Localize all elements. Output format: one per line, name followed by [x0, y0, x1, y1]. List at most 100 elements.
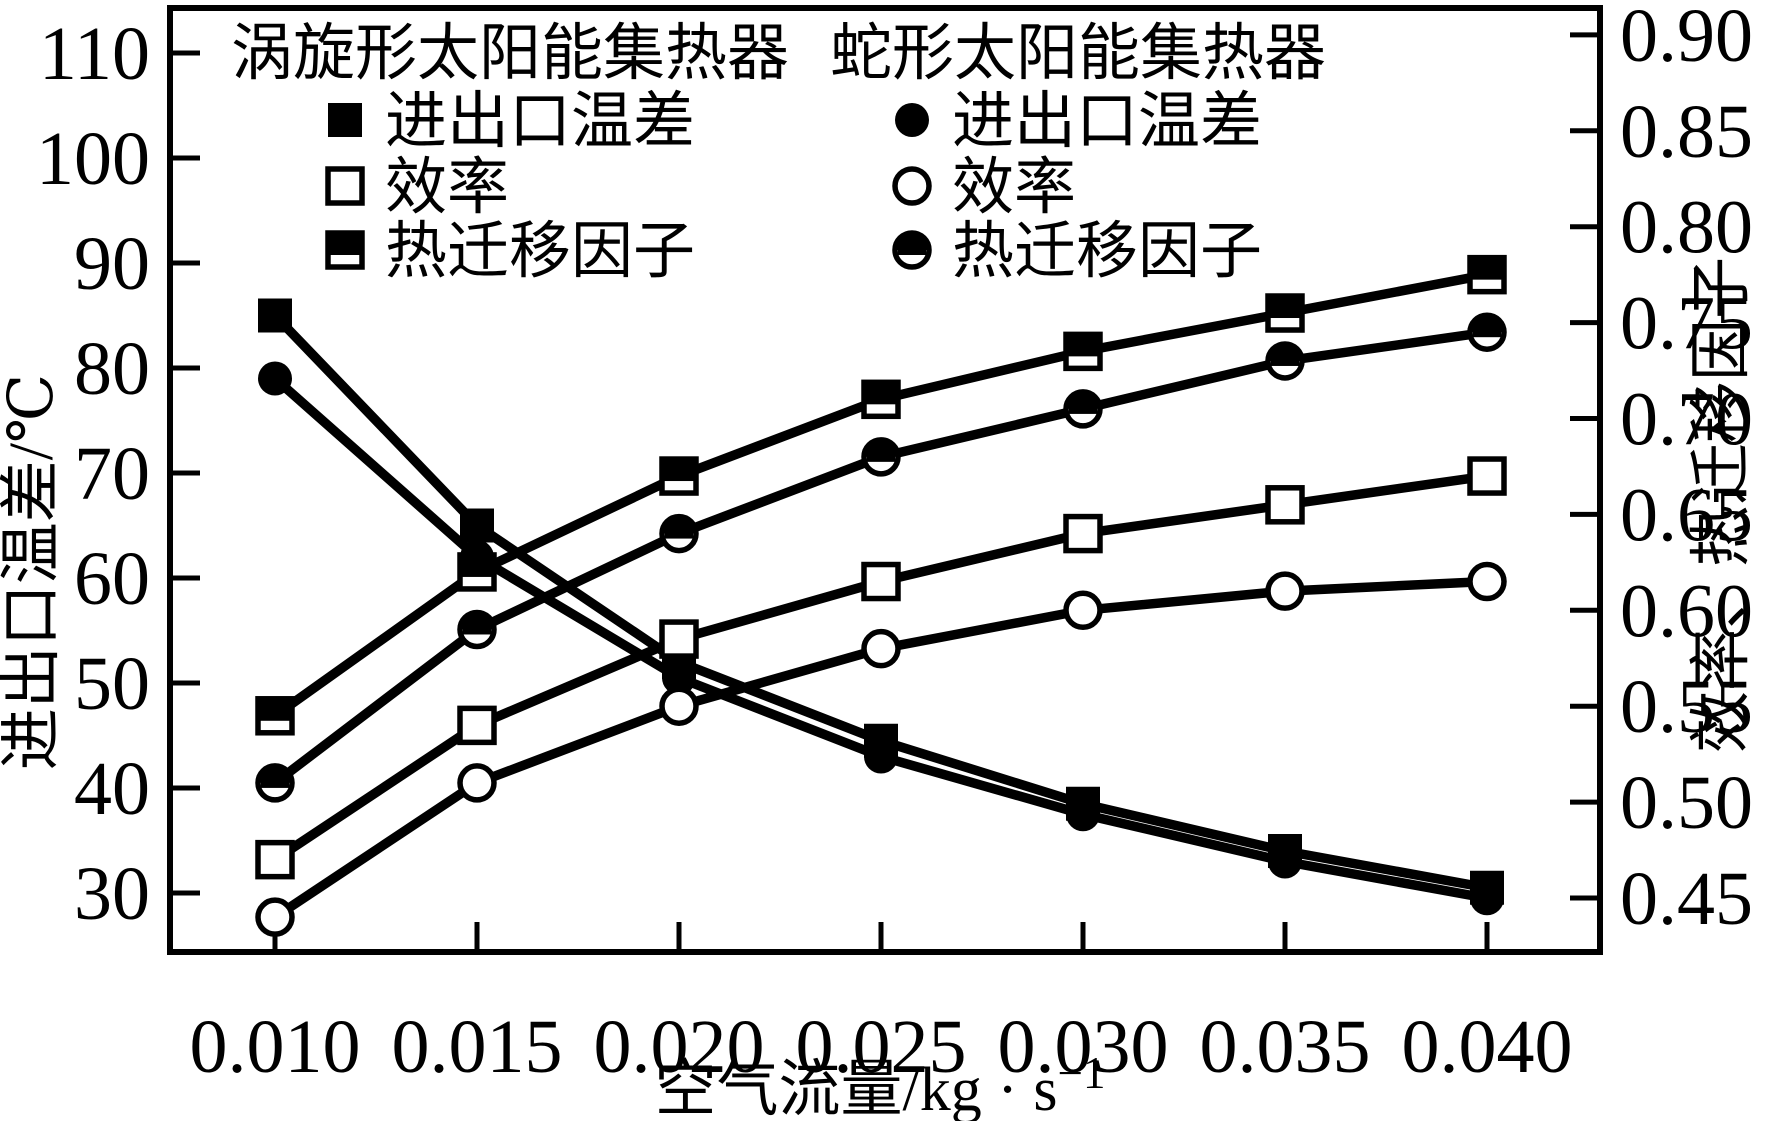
circle-filled-marker-icon: [864, 739, 898, 774]
circle-open-marker-icon: [1265, 571, 1305, 611]
data-point-marker: [1063, 331, 1103, 372]
right-axis-title: 效率、热迁移因子: [1688, 257, 1756, 753]
square-half-fill: [1066, 334, 1100, 357]
circle-open-marker-icon: [255, 897, 295, 937]
circle-filled-marker-icon: [662, 660, 696, 695]
legend-entry: 热迁移因子: [325, 218, 695, 286]
series-markers-3: [258, 361, 1504, 916]
data-point-marker: [1268, 844, 1302, 879]
right-axis-tick-label: 0.80: [1620, 186, 1753, 270]
x-axis-tick-label: 0.020: [594, 1005, 765, 1089]
square-half-fill: [328, 233, 362, 255]
data-point-marker: [258, 298, 292, 333]
circle-half-band: [898, 248, 926, 255]
data-point-marker: [1265, 571, 1305, 611]
circle-half-rim: [1063, 389, 1103, 429]
data-point-marker: [892, 230, 932, 270]
circle-half-band: [867, 454, 895, 462]
circle-open-marker-icon: [892, 166, 932, 206]
square-filled-marker-icon: [460, 508, 494, 543]
left-axis-tick-label: 110: [39, 12, 150, 96]
data-point-marker: [1467, 254, 1507, 295]
circle-half-rim: [659, 513, 699, 554]
data-point-marker: [457, 763, 497, 803]
legend-entry: 进出口温差: [895, 88, 1262, 156]
series-markers-1: [255, 456, 1507, 880]
legend-entry-label: 效率: [385, 154, 509, 222]
circle-half-band: [463, 627, 491, 635]
square-filled-marker-icon: [258, 298, 292, 333]
square-open-marker-icon: [1467, 456, 1507, 496]
data-point-marker: [1265, 485, 1305, 525]
right-axis-tick-label: 0.85: [1620, 90, 1753, 174]
legend-group-title: 蛇形太阳能集热器: [830, 20, 1326, 88]
square-half-fill: [258, 698, 292, 721]
left-axis-tick-label: 60: [74, 537, 150, 621]
data-point-marker: [1265, 293, 1305, 333]
circle-open-marker-icon: [457, 763, 497, 803]
square-half-fill: [864, 382, 898, 405]
legend-entry-label: 进出口温差: [952, 88, 1262, 156]
square-open-marker-icon: [1063, 513, 1103, 554]
data-point-marker: [662, 660, 696, 695]
square-open-marker-icon: [861, 561, 901, 602]
circle-half-rim: [457, 609, 497, 650]
data-point-marker: [1063, 389, 1103, 429]
right-axis-tick-label: 0.50: [1620, 761, 1753, 845]
circle-half-rim: [861, 437, 901, 477]
circle-half-band: [261, 780, 289, 788]
square-half-fill: [1470, 257, 1504, 280]
right-axis-tick-label: 0.45: [1620, 857, 1753, 941]
data-point-marker: [255, 839, 295, 880]
legend-entry: 热迁移因子: [892, 218, 1262, 286]
data-point-marker: [460, 540, 494, 574]
x-axis-tick-label: 0.040: [1402, 1005, 1573, 1089]
right-axis-tick-label: 0.90: [1620, 0, 1753, 78]
legend-entry-label: 热迁移因子: [385, 218, 695, 286]
data-point-marker: [1063, 513, 1103, 554]
data-point-marker: [1467, 312, 1507, 352]
plot-border: [167, 5, 1603, 955]
square-open-marker-icon: [457, 705, 497, 746]
circle-filled-marker-icon: [895, 103, 929, 137]
circle-half-band: [1473, 330, 1501, 338]
data-point-marker: [457, 705, 497, 746]
series-markers-5: [255, 312, 1507, 803]
circle-half-band: [665, 531, 693, 539]
square-open-marker-icon: [659, 619, 699, 659]
circle-filled-marker-icon: [1066, 797, 1100, 832]
data-point-marker: [255, 696, 295, 736]
circle-open-marker-icon: [861, 628, 901, 669]
series-markers-layer: [255, 254, 1507, 937]
square-open-marker-icon: [1265, 485, 1305, 525]
legend-entry: 效率: [892, 154, 1076, 222]
data-point-marker: [864, 739, 898, 774]
x-axis-tick-label: 0.035: [1200, 1005, 1371, 1089]
data-point-marker: [1470, 881, 1504, 916]
circle-filled-marker-icon: [1470, 881, 1504, 916]
circle-filled-marker-icon: [460, 540, 494, 574]
circle-open-marker-icon: [1063, 590, 1103, 631]
legend-group-title: 涡旋形太阳能集热器: [231, 20, 789, 88]
data-point-marker: [457, 609, 497, 650]
data-point-marker: [460, 508, 494, 543]
left-axis-tick-label: 80: [74, 327, 150, 411]
square-filled-marker-icon: [328, 103, 362, 137]
right-axis-tick-label: 0.55: [1620, 665, 1753, 749]
circle-half-band: [1271, 358, 1299, 366]
circle-filled-marker-icon: [258, 361, 292, 396]
data-point-marker: [861, 561, 901, 602]
legend-entry-label: 热迁移因子: [952, 218, 1262, 286]
data-point-marker: [861, 628, 901, 669]
right-axis-tick-label: 0.65: [1620, 473, 1753, 557]
left-axis-tick-label: 90: [74, 222, 150, 306]
data-point-marker: [659, 619, 699, 659]
data-point-marker: [325, 230, 365, 270]
data-point-marker: [1265, 341, 1305, 381]
legend-entry-label: 效率: [952, 154, 1076, 222]
data-point-marker: [895, 103, 929, 137]
